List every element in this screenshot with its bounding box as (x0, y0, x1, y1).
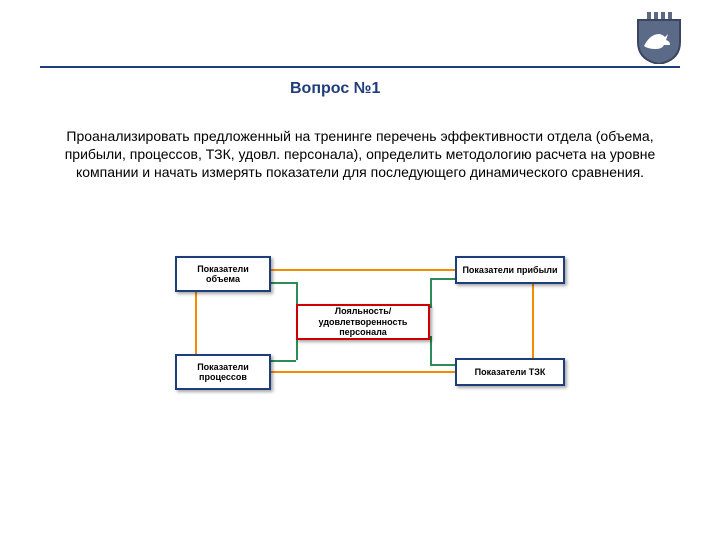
diagram-node-label: Показатели объема (181, 264, 265, 285)
diagram-edge (271, 282, 296, 284)
diagram-node-label: Показатели процессов (181, 362, 265, 383)
diagram-node-volume: Показатели объема (175, 256, 271, 292)
diagram-node-center: Лояльность/удовлетворенность персонала (296, 304, 430, 340)
diagram-edge (430, 364, 455, 366)
header-divider (40, 66, 680, 68)
body-paragraph: Проанализировать предложенный на тренинг… (60, 128, 660, 182)
diagram-edge (430, 278, 432, 308)
page-title: Вопрос №1 (290, 80, 720, 98)
diagram-edge (430, 278, 455, 280)
diagram-edge (271, 371, 455, 373)
diagram-edge (532, 284, 534, 358)
diagram-node-label: Показатели прибыли (462, 265, 557, 275)
diagram-node-label: Показатели ТЗК (475, 367, 546, 377)
diagram-edge (195, 292, 197, 354)
diagram-edge (430, 336, 432, 364)
diagram-canvas: Показатели объема Показатели прибыли Лояль… (0, 242, 720, 462)
diagram-node-label: Лояльность/удовлетворенность персонала (302, 306, 424, 337)
brand-logo (632, 10, 686, 69)
diagram-node-tzk: Показатели ТЗК (455, 358, 565, 386)
diagram-node-process: Показатели процессов (175, 354, 271, 390)
diagram-edge (271, 269, 455, 271)
diagram-node-profit: Показатели прибыли (455, 256, 565, 284)
diagram-edge (271, 360, 296, 362)
